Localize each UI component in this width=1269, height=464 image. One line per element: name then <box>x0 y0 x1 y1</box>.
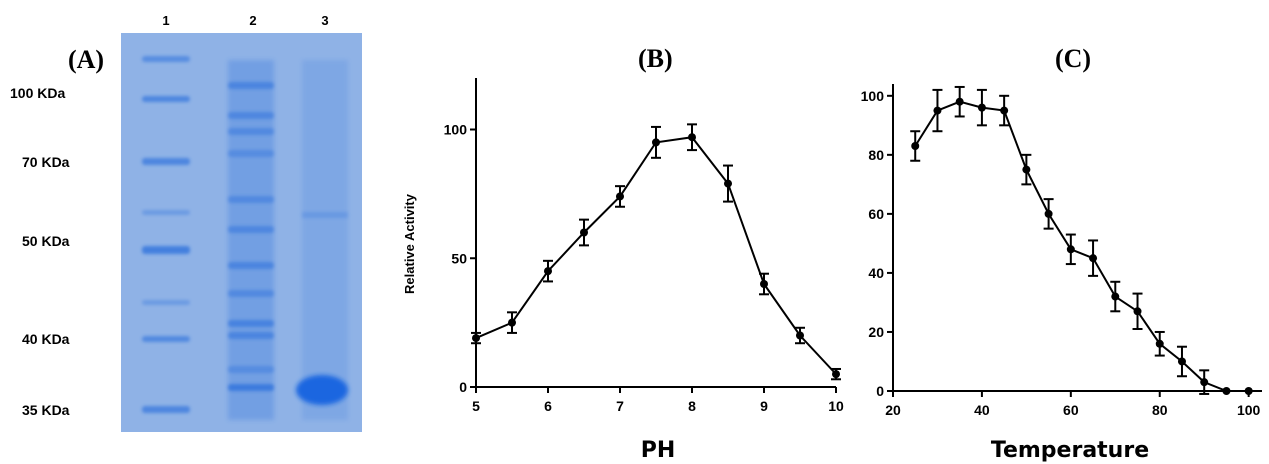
lane-2-smear <box>228 60 274 420</box>
ladder-band-3 <box>142 158 190 165</box>
data-point <box>832 370 840 379</box>
ph-activity-chart: Relative Activity PH 0 50 100 5 6 7 8 9 10 <box>402 78 844 463</box>
data-point <box>508 318 516 327</box>
ladder-band-5 <box>142 336 190 342</box>
lane-1-label: 1 <box>162 13 169 28</box>
data-point <box>760 280 768 288</box>
data-point <box>911 141 920 150</box>
x-tick-label: 6 <box>544 398 552 414</box>
lane-2-band-9 <box>228 320 274 327</box>
x-tick-label: 80 <box>1152 402 1168 418</box>
lane-2-band-2 <box>228 112 274 119</box>
y-tick-label: 100 <box>861 88 885 104</box>
x-tick-label: 7 <box>616 398 624 414</box>
data-point <box>1089 254 1098 263</box>
data-point <box>1177 357 1186 366</box>
y-tick-label: 80 <box>868 147 884 163</box>
lane-2-band-5 <box>228 196 274 203</box>
data-point <box>1022 165 1031 174</box>
x-tick-label: 40 <box>974 402 990 418</box>
lane-2-band-7 <box>228 262 274 269</box>
data-point <box>955 97 964 106</box>
lane-3-band-1 <box>302 212 348 218</box>
data-point <box>1133 307 1142 316</box>
data-point <box>1155 339 1164 348</box>
y-tick-label: 40 <box>868 265 884 281</box>
y-tick-label: 20 <box>868 324 884 340</box>
lane-2-band-4 <box>228 150 274 157</box>
y-tick-label: 100 <box>444 122 468 138</box>
lane-2-band-12 <box>228 384 274 391</box>
lane-3-major-band <box>296 375 348 405</box>
data-point <box>544 267 552 276</box>
lane-3-label: 3 <box>321 13 328 28</box>
series-line <box>914 100 1249 392</box>
y-tick-label: 50 <box>451 250 467 266</box>
gel-panel: 1 2 3 100 KDa 70 KDa 50 KDa 40 KDa 35 KD… <box>10 13 362 432</box>
ladder-band-7 <box>142 210 190 215</box>
data-point <box>1244 387 1253 395</box>
data-point <box>933 106 942 115</box>
panel-a-label: (A) <box>68 45 104 74</box>
y-tick-label: 60 <box>868 206 884 222</box>
y-tick-label: 0 <box>876 383 884 399</box>
data-point <box>1200 378 1209 387</box>
lane-2-band-1 <box>228 82 274 89</box>
data-point <box>724 179 732 188</box>
data-point <box>977 103 986 112</box>
data-point <box>616 192 624 201</box>
x-tick-label: 100 <box>1237 402 1261 418</box>
data-point <box>1044 209 1053 218</box>
ph-chart-x-axis-label: PH <box>641 438 676 463</box>
panel-b-label: (B) <box>638 44 673 73</box>
marker-100-label: 100 KDa <box>10 85 65 101</box>
lane-3-smear <box>302 60 348 420</box>
ladder-band-1 <box>142 56 190 62</box>
ladder-band-8 <box>142 300 190 305</box>
data-point <box>1222 387 1231 395</box>
x-tick-label: 8 <box>688 398 696 414</box>
x-tick-label: 10 <box>828 398 844 414</box>
data-point <box>1066 245 1075 254</box>
data-point <box>652 138 660 147</box>
ladder-band-2 <box>142 96 190 102</box>
lane-2-band-6 <box>228 226 274 233</box>
lane-2-band-3 <box>228 128 274 135</box>
data-point <box>1111 292 1120 301</box>
marker-35-label: 35 KDa <box>22 402 70 418</box>
ladder-band-4 <box>142 246 190 254</box>
lane-2-band-10 <box>228 332 274 339</box>
marker-70-label: 70 KDa <box>22 154 70 170</box>
data-point <box>688 133 696 142</box>
data-point <box>472 334 480 343</box>
x-tick-label: 20 <box>885 402 901 418</box>
panel-c-label: (C) <box>1055 44 1091 73</box>
lane-2-band-11 <box>228 366 274 373</box>
marker-40-label: 40 KDa <box>22 331 70 347</box>
data-point <box>1000 106 1009 115</box>
data-point <box>796 331 804 340</box>
lane-2-label: 2 <box>249 13 256 28</box>
y-tick-label: 0 <box>459 379 467 395</box>
gel-bands <box>142 56 348 420</box>
series-line <box>475 136 837 375</box>
data-point <box>580 228 588 237</box>
x-tick-label: 5 <box>472 398 480 414</box>
temp-chart-x-axis-label: Temperature <box>991 438 1149 463</box>
ph-chart-y-axis-label: Relative Activity <box>402 193 417 294</box>
x-tick-label: 9 <box>760 398 768 414</box>
ladder-band-6 <box>142 406 190 413</box>
x-tick-label: 60 <box>1063 402 1079 418</box>
lane-2-band-8 <box>228 290 274 297</box>
marker-50-label: 50 KDa <box>22 233 70 249</box>
